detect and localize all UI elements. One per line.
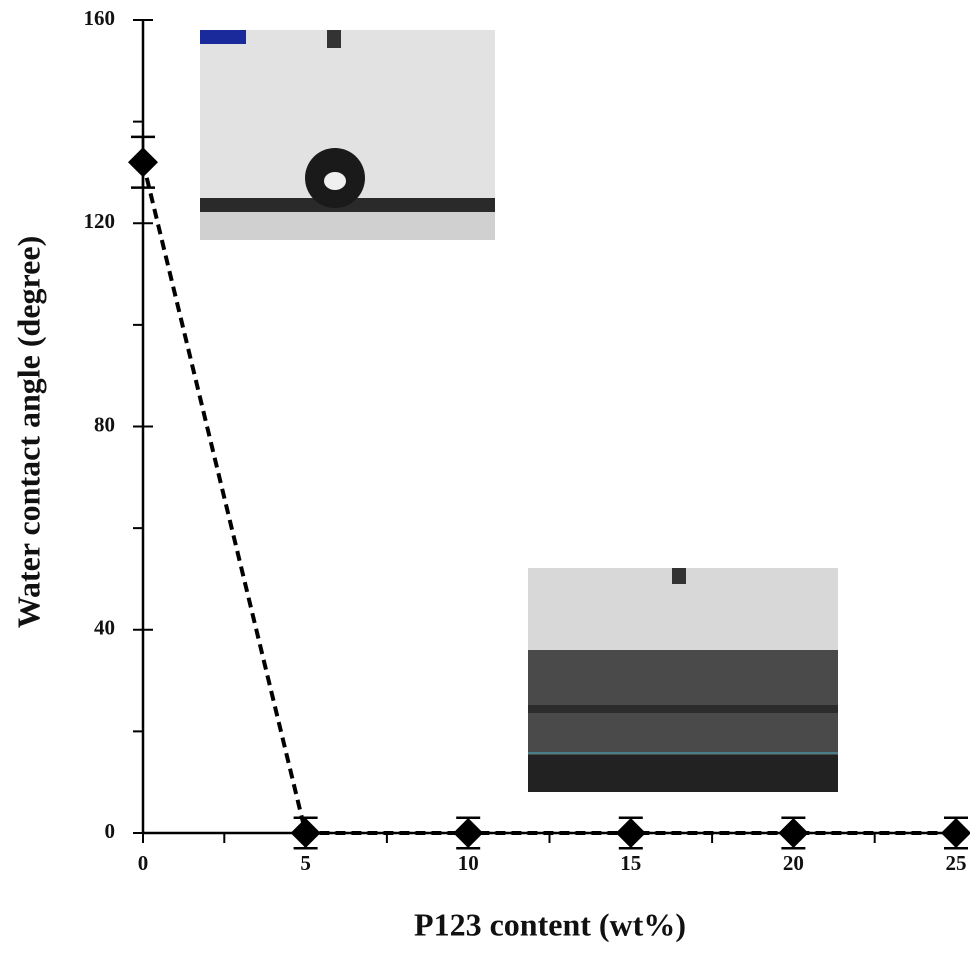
x-tick-label: 5	[300, 851, 311, 875]
data-point	[940, 818, 970, 848]
y-tick-label: 40	[94, 616, 115, 640]
data-point	[290, 818, 321, 848]
x-axis-title: P123 content (wt%)	[414, 906, 686, 942]
y-tick-label: 80	[94, 412, 115, 436]
inset-photo-high-angle	[200, 30, 495, 240]
data-point	[128, 147, 158, 178]
y-axis-title: Water contact angle (degree)	[10, 236, 46, 628]
data-point	[453, 818, 484, 848]
inset-photo-low-angle	[528, 568, 838, 792]
data-point	[778, 818, 809, 848]
y-tick-label: 0	[105, 819, 116, 843]
x-tick-label: 25	[945, 851, 966, 875]
x-tick-label: 10	[458, 851, 479, 875]
data-line	[141, 161, 956, 835]
y-tick-label: 160	[84, 6, 116, 30]
x-tick-label: 20	[783, 851, 804, 875]
data-point	[615, 818, 646, 848]
x-tick-label: 0	[138, 851, 149, 875]
y-tick-label: 120	[84, 209, 116, 233]
x-tick-label: 15	[620, 851, 641, 875]
